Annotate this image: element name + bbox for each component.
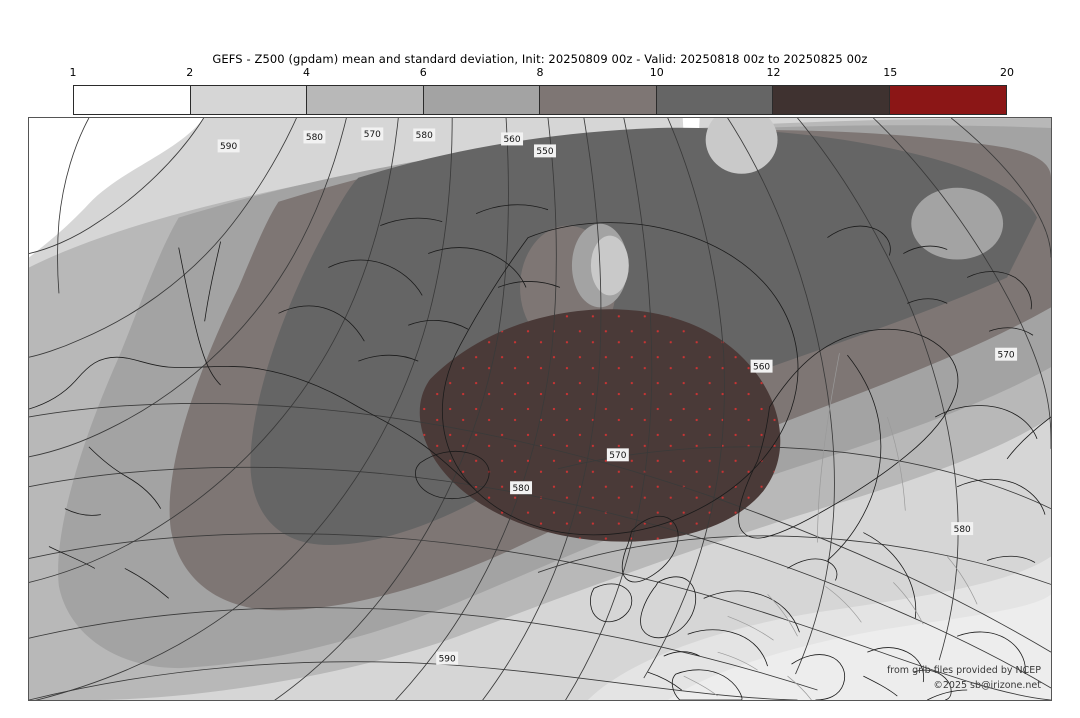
colorbar-segment-15-20 (889, 86, 1006, 114)
colorbar-tick-10: 10 (649, 66, 664, 79)
svg-text:590: 590 (220, 142, 237, 152)
page-title: GEFS - Z500 (gpdam) mean and standard de… (212, 52, 868, 66)
contour-label: 570 (995, 347, 1018, 361)
credit-line-1: from grib files provided by NCEP (886, 665, 1041, 676)
contour-label: 590 (436, 651, 459, 665)
shading-band-12-15 (419, 309, 781, 542)
svg-text:580: 580 (954, 525, 971, 535)
svg-text:550: 550 (536, 147, 553, 157)
colorbar-segment-2-4 (190, 86, 307, 114)
contour-label: 550 (534, 144, 556, 158)
country-borders (683, 353, 978, 700)
contour-label: 560 (501, 132, 524, 146)
svg-text:590: 590 (439, 654, 456, 664)
contour-label: 570 (606, 448, 629, 462)
map-plot-area: 590 580 570 580 560 550 560 570 570 580 580 590 fro… (28, 117, 1052, 701)
svg-text:570: 570 (998, 350, 1015, 360)
contour-label: 590 (217, 139, 240, 153)
colorbar-tick-4: 4 (303, 66, 310, 79)
colorbar-tick-1: 1 (69, 66, 77, 79)
svg-text:560: 560 (753, 362, 770, 372)
svg-text:580: 580 (512, 484, 529, 494)
colorbar-tick-labels: 1 2 4 6 8 10 12 15 20 (69, 66, 1015, 82)
contour-label: 580 (510, 481, 533, 495)
colorbar-segment-1-2 (74, 86, 191, 114)
colorbar-tick-8: 8 (536, 66, 544, 79)
colorbar-segment-4-6 (307, 86, 424, 114)
map-canvas: 590 580 570 580 560 550 560 570 570 580 580 590 (29, 118, 1051, 700)
contour-label: 580 (413, 128, 436, 142)
credit-line-2: ©2025 sb@irizone.net (933, 680, 1041, 691)
colorbar-tick-20: 20 (1000, 66, 1014, 79)
contour-label: 580 (303, 130, 326, 144)
svg-text:580: 580 (306, 133, 323, 143)
coastlines (29, 204, 1051, 700)
colorbar-tick-2: 2 (186, 66, 194, 79)
svg-text:580: 580 (416, 131, 433, 141)
colorbar-segment-6-8 (423, 86, 540, 114)
colorbar-swatches (73, 85, 1007, 115)
colorbar: 1 2 4 6 8 10 12 15 20 (70, 66, 1014, 115)
contour-label-group: 590 580 570 580 560 550 560 570 570 580 580 590 (217, 127, 1018, 665)
colorbar-segment-12-15 (773, 86, 890, 114)
colorbar-segment-8-10 (540, 86, 657, 114)
colorbar-tick-6: 6 (419, 66, 427, 79)
colorbar-segment-10-12 (656, 86, 773, 114)
contour-label: 580 (951, 522, 974, 536)
svg-text:570: 570 (364, 130, 381, 140)
contour-label: 560 (750, 359, 773, 373)
colorbar-tick-12: 12 (766, 66, 781, 79)
svg-text:570: 570 (609, 451, 626, 461)
svg-text:560: 560 (503, 135, 520, 145)
contour-label: 570 (361, 127, 384, 141)
colorbar-tick-15: 15 (883, 66, 898, 79)
